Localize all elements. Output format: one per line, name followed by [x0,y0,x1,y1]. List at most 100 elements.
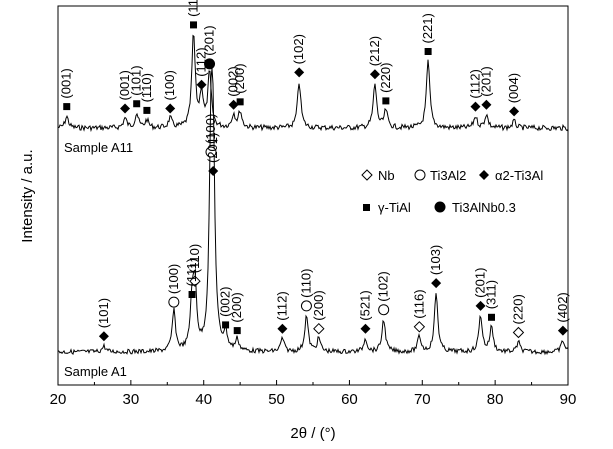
peak-marker [63,103,71,111]
series-label-a1: Sample A1 [64,364,127,379]
peak-label: (402) [555,292,570,322]
peak-label: (116) [411,289,426,318]
peak-marker [222,321,230,329]
peak-marker [300,300,312,312]
x-axis-label: 2θ / (°) [290,425,335,442]
legend-marker-ti3alnb [434,201,446,213]
peak-marker [488,313,495,321]
peak-label: (200) [229,292,244,322]
legend-label-alpha2: α2-Ti3Al [495,168,543,183]
peak-label: (110) [298,269,313,298]
peak-marker [475,300,486,311]
legend-marker-ti3al2 [414,169,426,181]
legend-marker-gamma [363,204,370,211]
peak-marker [294,67,305,78]
x-tick-label: 70 [414,391,431,408]
peak-marker [369,69,380,80]
peak-label: (101) [129,65,144,95]
peak-label: (221) [420,13,435,43]
peak-marker [509,106,520,117]
x-tick-label: 40 [195,391,212,408]
peak-label: (100) [203,114,218,144]
peak-label: (100) [166,264,181,294]
x-axis: 20 30 40 50 60 70 80 90 [50,380,577,408]
peak-label: (220) [511,294,526,324]
series-line-1 [57,68,569,356]
legend-marker-nb [361,169,373,181]
peak-label: (201) [205,133,220,163]
peak-marker [228,99,239,110]
peak-marker [143,106,151,114]
x-tick-label: 20 [50,391,67,408]
peak-marker [470,101,481,112]
peak-label: (110) [139,73,154,102]
peak-marker [133,100,141,108]
label-layer: (001) (001)(101)(110) (100)(111)(112)(201)… [59,0,570,328]
peak-marker [236,98,244,106]
peak-marker [168,296,180,308]
peak-label: (112) [274,291,289,320]
legend-label-ti3al2: Ti3Al2 [430,168,466,183]
peak-marker [277,323,288,334]
peak-marker [431,278,442,289]
legend-label-ti3alnb: Ti3AlNb0.3 [452,200,516,215]
peak-marker [190,21,198,29]
peak-label: (110) [187,244,202,273]
peak-marker [233,327,241,335]
peak-marker [204,58,216,70]
series-label-a11: Sample A11 [64,140,133,155]
peak-label: (212) [367,36,382,66]
peak-marker [165,103,176,114]
x-tick-label: 60 [341,391,358,408]
y-axis-label: Intensity / a.u. [19,149,36,242]
peak-marker [378,304,390,316]
peak-label: (201) [478,66,493,96]
plot-frame [57,5,569,386]
peak-marker [189,275,201,287]
peak-label: (002) [226,66,241,96]
peak-marker [188,291,196,298]
peak-marker [360,323,371,334]
peak-label: (220) [378,63,393,93]
legend-marker-alpha2 [479,170,489,180]
peak-label: (111) [184,258,199,286]
peak-marker [196,79,207,90]
peak-label: (112) [468,69,483,98]
peak-label: (521) [358,290,373,320]
x-tick-label: 80 [487,391,504,408]
peak-marker [120,103,131,114]
legend-label-nb: Nb [378,168,395,183]
peak-marker [481,99,492,110]
legend: Nb Ti3Al2 α2-Ti3Al γ-TiAl Ti3AlNb0.3 [361,168,543,215]
peak-label: (311) [484,280,499,309]
peak-marker [557,325,568,336]
peak-label: (103) [428,245,443,275]
peak-label: (004) [506,73,521,103]
peak-label: (001) [117,70,132,100]
marker-layer [63,21,568,342]
peak-marker [208,166,219,176]
series-layer [57,34,569,356]
peak-label: (111) [186,0,201,17]
peak-label: (200) [232,63,247,93]
peak-marker [413,321,426,333]
peak-label: (201) [473,268,488,298]
peak-marker [313,322,325,335]
peak-label: (200) [311,290,326,320]
peak-label: (102) [291,34,306,64]
peak-marker [98,331,109,342]
peak-marker [512,326,525,339]
peak-label: (102) [376,271,391,301]
peak-label: (112) [194,47,209,76]
peak-marker [424,48,432,55]
x-tick-label: 30 [123,391,140,408]
peak-marker [382,97,390,105]
peak-marker [205,146,217,158]
peak-label: (002) [218,287,233,317]
peak-label: (201) [202,25,217,55]
series-line-0 [57,34,569,133]
legend-label-gamma: γ-TiAl [378,200,411,215]
peak-label: (001) [59,68,74,98]
x-tick-label: 90 [560,391,577,408]
